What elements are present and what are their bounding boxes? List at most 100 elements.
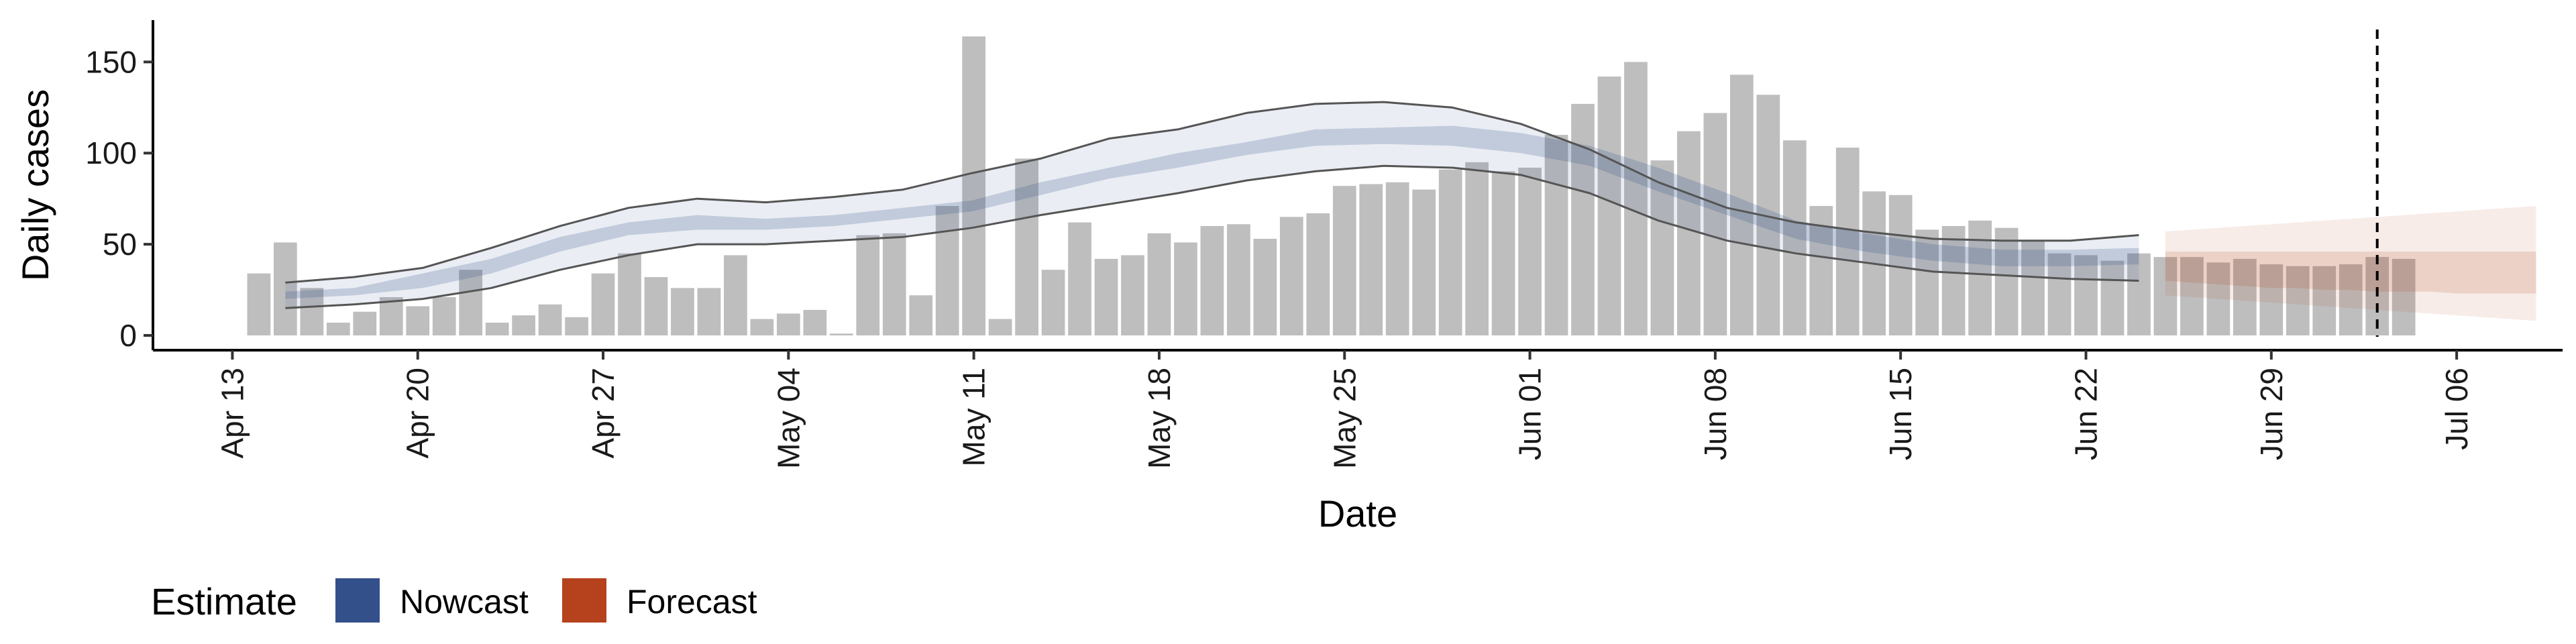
bar [1015,158,1038,335]
bar [2127,253,2151,335]
bar [776,313,800,335]
bar [1438,169,1462,335]
bar [962,36,986,336]
bar [1624,62,1648,335]
bar [1200,225,1224,335]
x-ticks: Apr 13 Apr 20 Apr 27 May 04 May 11 May 18 May … [215,350,2474,469]
x-tick-label: May 04 [771,368,806,469]
bar [829,333,853,335]
bar [353,311,377,335]
legend-swatch-forecast [562,578,606,623]
legend-title: Estimate [151,580,297,623]
bar [1915,229,1939,335]
x-tick-label: Apr 13 [215,368,250,459]
bar [485,322,509,335]
nowcast-lower-line [285,164,2139,309]
axes: 0 50 100 150 Apr 13 Apr 20 Apr 27 May 04 May 11… [85,20,2563,469]
bar [512,315,535,335]
bar [1121,255,1144,335]
bar [326,322,350,335]
legend: Estimate Nowcast Forecast [151,578,757,623]
bar [1253,238,1277,335]
x-tick-label: Apr 27 [586,368,621,459]
bar [618,253,641,335]
x-tick-label: May 11 [957,368,991,466]
bar [1650,160,1674,336]
nowcast-inner-band [285,125,2139,299]
bar [2392,258,2416,335]
bar [1147,233,1171,335]
bar [750,319,774,335]
bar [406,306,430,335]
bar [1094,258,1118,335]
bar [1465,162,1489,335]
bar [247,273,271,335]
bar [671,288,694,335]
bar [2233,258,2257,335]
plot-area [247,30,2536,337]
bar [2286,266,2310,335]
bar [2259,264,2284,335]
bar [1888,195,1913,335]
bar [1385,182,1409,335]
x-tick-label: Jun 08 [1698,368,1733,460]
bar [856,235,880,335]
bar [1491,171,1515,335]
bar [1041,270,1065,335]
x-tick-label: Jun 15 [1883,368,1918,460]
y-tick-label: 0 [119,318,137,353]
y-tick-label: 150 [85,44,137,79]
bar [1544,135,1568,335]
bar [1941,225,1966,335]
bar [1782,140,1807,335]
bar [432,297,456,335]
bar [1968,220,1992,335]
bar [1412,189,1436,335]
bar [1994,227,2019,335]
nowcast-upper-line [285,101,2139,284]
bar [1571,103,1595,336]
bar [1729,74,1754,335]
observed-bars [247,36,2416,336]
bar [1359,184,1383,335]
bar [1279,217,1303,335]
bar [724,255,747,335]
bar [565,317,588,335]
legend-label-nowcast: Nowcast [400,583,529,621]
bar [2180,257,2204,335]
y-tick-label: 50 [103,227,137,262]
bar [644,277,668,335]
bar [300,288,324,335]
bar [1597,76,1621,335]
bar [273,242,297,335]
bar [1227,224,1250,335]
bar [2021,240,2045,335]
x-tick-label: Jun 22 [2068,368,2103,460]
bar [1068,222,1091,335]
x-tick-label: Apr 20 [400,368,435,459]
forecast-inner-band [2165,252,2536,294]
x-tick-label: Jun 29 [2254,368,2289,460]
bar [988,319,1012,335]
y-axis-title: Daily cases [14,89,56,281]
bar [459,270,483,335]
y-tick-label: 100 [85,136,137,170]
bar [1306,213,1330,335]
y-ticks: 0 50 100 150 [85,44,153,353]
bar [935,206,959,335]
legend-label-forecast: Forecast [627,583,757,621]
bar [2074,255,2098,335]
forecast-outer-band [2165,206,2536,321]
bar [379,297,403,335]
bar [2312,266,2337,335]
bar [2100,260,2125,335]
x-tick-label: Jun 01 [1513,368,1548,460]
legend-swatch-nowcast [335,578,380,623]
bar [2047,253,2072,335]
bar [1518,167,1542,335]
bar [1703,113,1727,335]
bar [1174,242,1197,335]
bar [909,295,933,335]
bar [2206,262,2231,335]
